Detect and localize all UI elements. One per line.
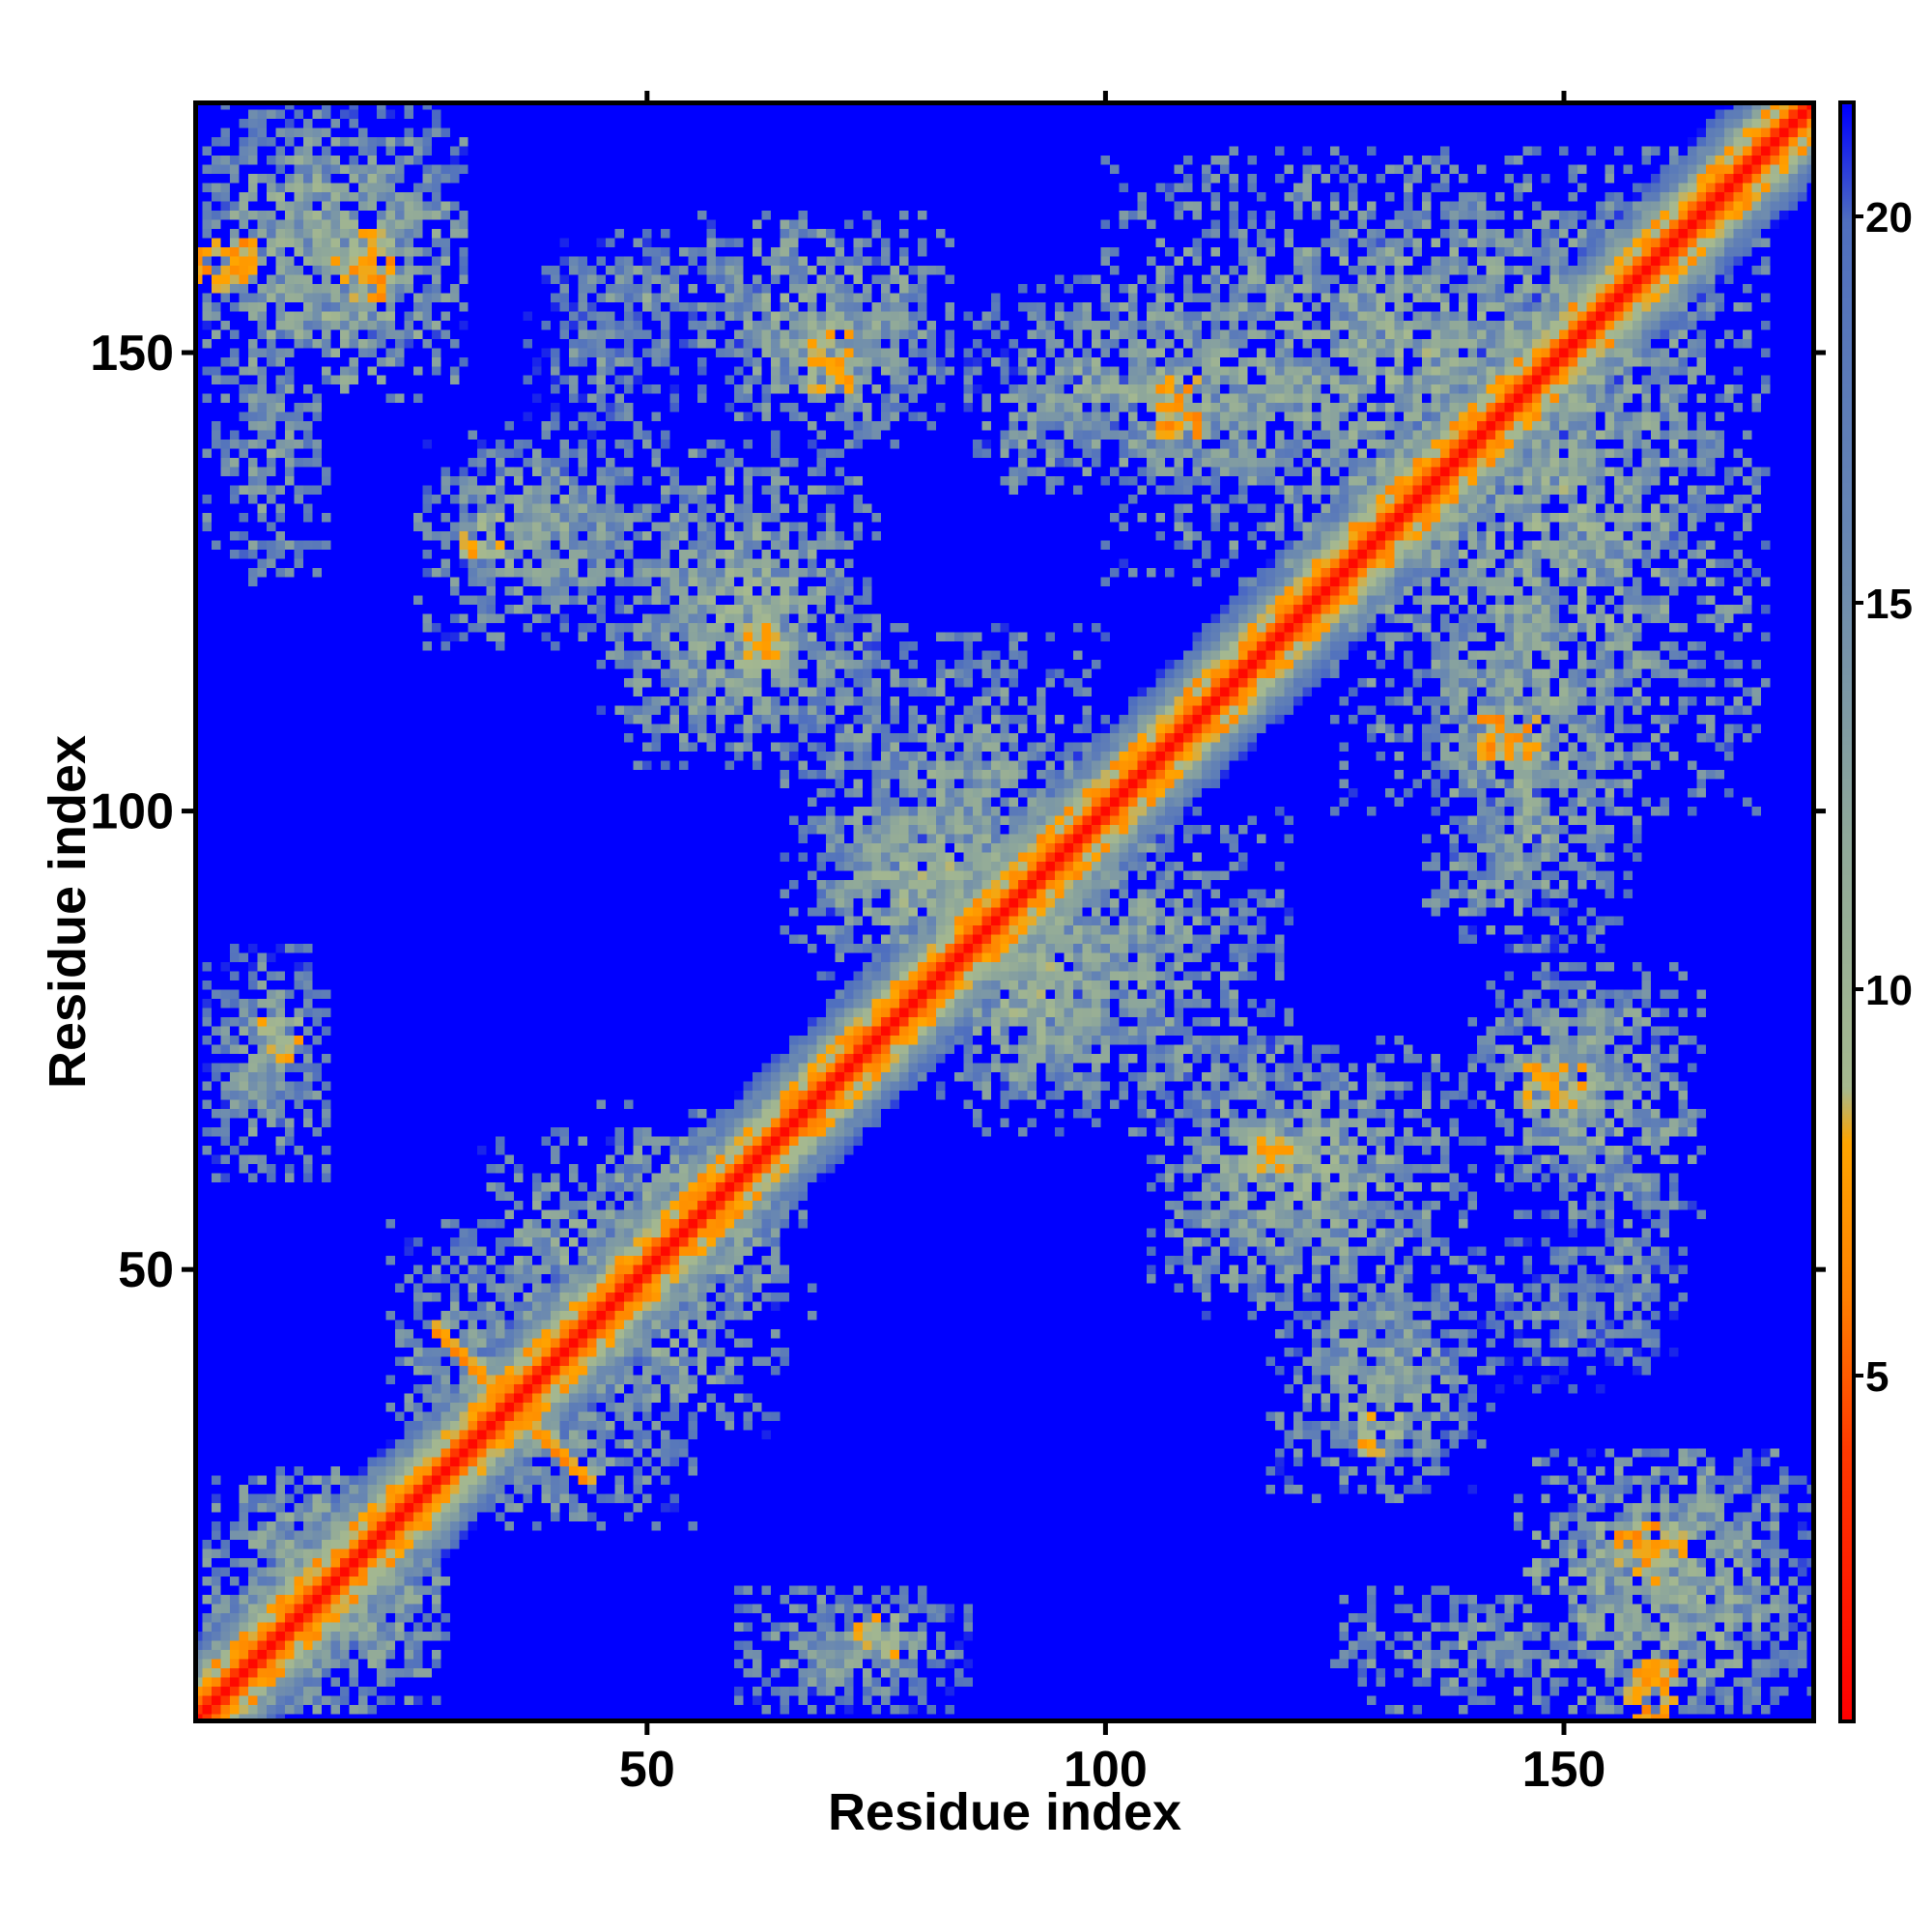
heatmap-cells bbox=[193, 100, 1816, 1723]
colorbar-tick-label: 5 bbox=[1865, 1353, 1889, 1401]
y-axis-title: Residue index bbox=[39, 734, 97, 1090]
colorbar bbox=[1838, 100, 1856, 1723]
y-tick-label: 100 bbox=[90, 784, 174, 840]
colorbar-ticks: 5 10 15 20 bbox=[1856, 194, 1913, 1401]
y-tick-label: 50 bbox=[118, 1242, 174, 1298]
colorbar-tick-label: 15 bbox=[1865, 581, 1913, 628]
y-tick-label: 150 bbox=[90, 326, 174, 382]
colorbar-tick-label: 20 bbox=[1865, 194, 1913, 242]
x-axis-title: Residue index bbox=[827, 1783, 1182, 1841]
colorbar-gradient bbox=[1842, 104, 1852, 1719]
heatmap-plot-area bbox=[193, 100, 1816, 1723]
colorbar-tick-label: 10 bbox=[1865, 967, 1913, 1014]
